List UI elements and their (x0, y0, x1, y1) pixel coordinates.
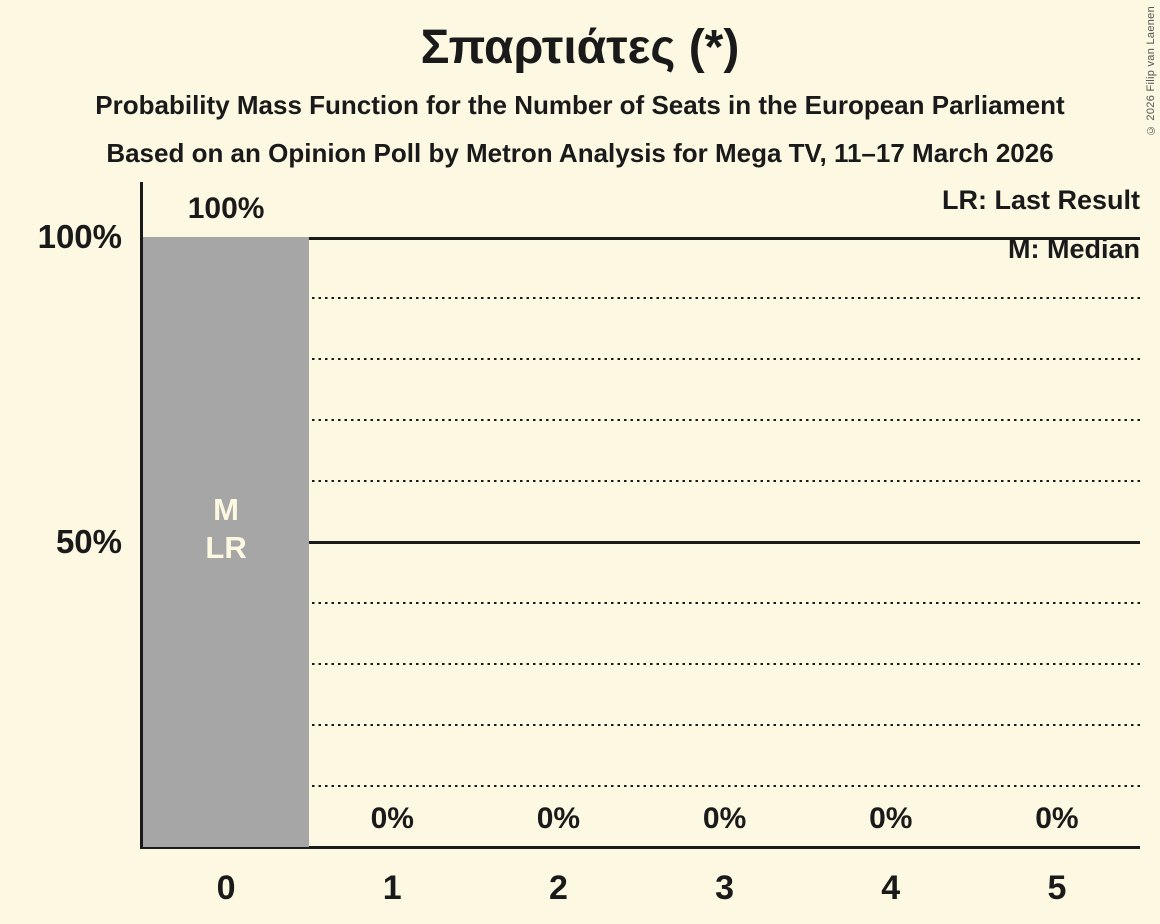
x-axis-label-2: 2 (548, 869, 568, 907)
chart-subtitle-line1: Probability Mass Function for the Number… (95, 90, 1065, 120)
bar-value-label-5: 0% (1035, 802, 1079, 835)
x-axis-line (140, 846, 1140, 849)
y-axis-label-50: 50% (55, 523, 122, 560)
gridline-30 (143, 663, 1140, 665)
gridline-40 (143, 602, 1140, 604)
x-axis-label-3: 3 (715, 869, 735, 907)
gridline-80 (143, 358, 1140, 360)
bar-annotation-m-lr: M LR (205, 491, 246, 567)
bar-value-label-2: 0% (536, 802, 581, 835)
gridline-20 (143, 724, 1140, 726)
annotation-line-lr: LR (205, 530, 247, 565)
x-axis-label-1: 1 (382, 869, 402, 907)
y-axis-line (140, 182, 143, 848)
copyright-notice: © 2026 Filip van Laenen (1145, 6, 1157, 137)
legend-last-result: LR: Last Result (941, 185, 1140, 215)
gridline-50-solid (143, 541, 1140, 544)
annotation-line-m: M (213, 492, 239, 527)
bar-value-label-4: 0% (869, 802, 913, 835)
bar-value-label-0: 100% (187, 192, 265, 225)
gridline-100-solid (143, 237, 1140, 240)
gridline-60 (143, 480, 1140, 482)
gridline-90 (143, 297, 1140, 299)
gridline-10 (143, 785, 1140, 787)
x-axis-label-0: 0 (216, 869, 236, 907)
x-axis-label-5: 5 (1047, 869, 1067, 907)
bar-seats-0 (143, 237, 310, 847)
bar-value-label-3: 0% (702, 802, 747, 835)
y-axis-label-100: 100% (37, 218, 122, 255)
gridline-70 (143, 419, 1140, 421)
chart-subtitle-line2: Based on an Opinion Poll by Metron Analy… (106, 138, 1054, 168)
bar-value-label-1: 0% (370, 802, 414, 835)
x-axis-label-4: 4 (881, 869, 901, 907)
plot-area: 100% 0 M LR 0% 1 0% 2 0% 3 0% 4 0% 5 (143, 192, 1140, 907)
chart-title: Σπαρτιάτες (*) (420, 21, 740, 74)
